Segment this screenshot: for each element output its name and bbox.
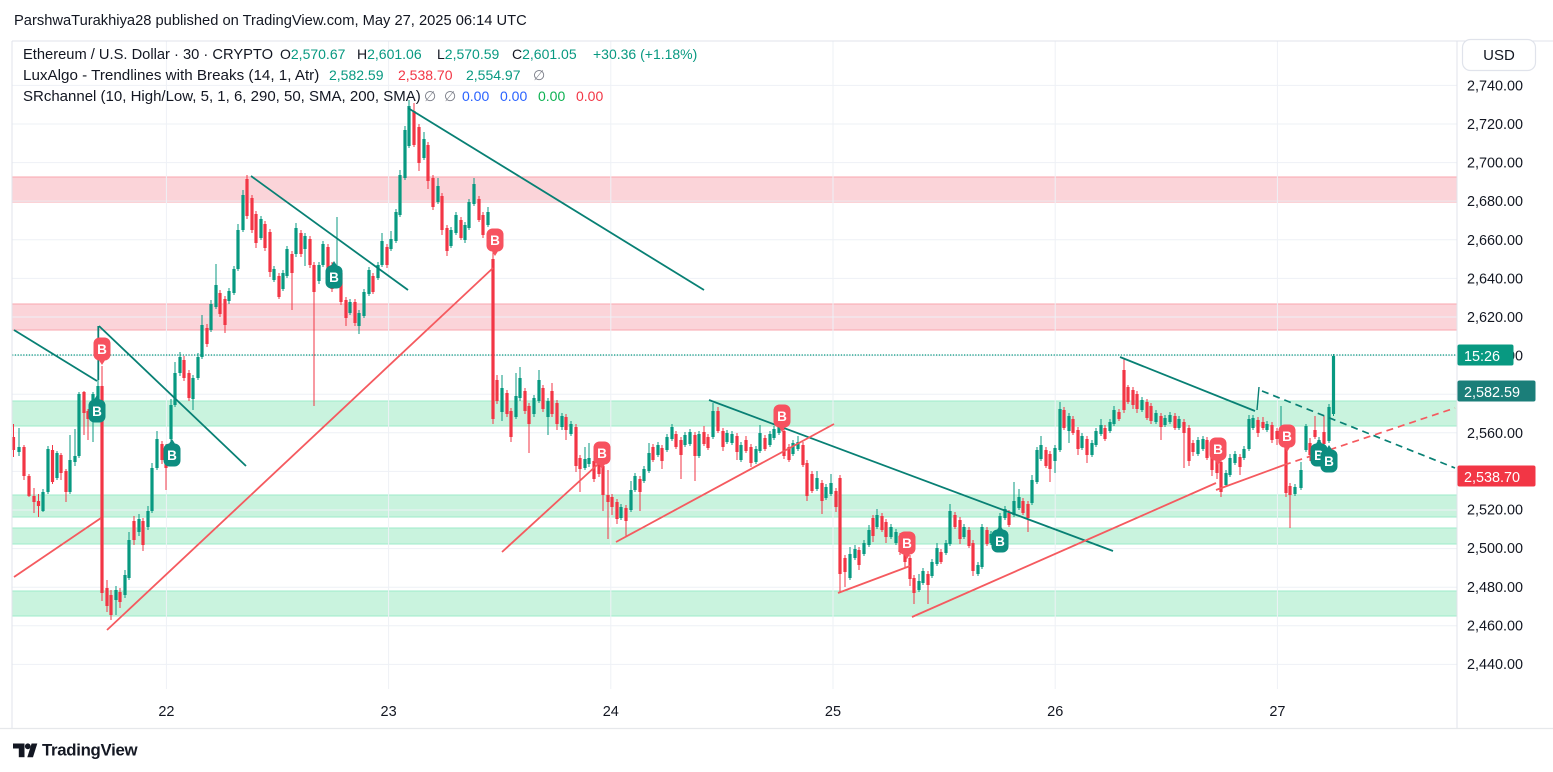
svg-text:2,740.00: 2,740.00 — [1467, 78, 1523, 94]
svg-text:2,480.00: 2,480.00 — [1467, 580, 1523, 596]
svg-text:B: B — [1314, 448, 1324, 463]
svg-text:26: 26 — [1047, 704, 1063, 720]
svg-text:B: B — [1324, 454, 1334, 469]
svg-text:2,538.70: 2,538.70 — [1464, 470, 1520, 486]
svg-text:B: B — [1213, 442, 1223, 457]
svg-text:25: 25 — [825, 704, 841, 720]
svg-text:2,620.00: 2,620.00 — [1467, 310, 1523, 326]
svg-text:23: 23 — [381, 704, 397, 720]
svg-text:2,440.00: 2,440.00 — [1467, 657, 1523, 673]
svg-text:TradingView: TradingView — [42, 741, 138, 760]
svg-text:B: B — [167, 448, 177, 463]
svg-text:B: B — [329, 270, 339, 285]
svg-text:2,640.00: 2,640.00 — [1467, 271, 1523, 287]
svg-text:USD: USD — [1483, 47, 1515, 64]
svg-text:24: 24 — [603, 704, 619, 720]
svg-text:B: B — [902, 536, 912, 551]
svg-text:B: B — [777, 409, 787, 424]
svg-text:B: B — [597, 446, 607, 461]
svg-text:27: 27 — [1269, 704, 1285, 720]
svg-text:2,500.00: 2,500.00 — [1467, 541, 1523, 557]
svg-text:2,520.00: 2,520.00 — [1467, 503, 1523, 519]
svg-text:B: B — [92, 404, 102, 419]
svg-text:2,720.00: 2,720.00 — [1467, 117, 1523, 133]
svg-text:ParshwaTurakhiya28 published o: ParshwaTurakhiya28 published on TradingV… — [14, 13, 527, 29]
svg-text:LuxAlgo - Trendlines with Brea: LuxAlgo - Trendlines with Breaks (14, 1,… — [23, 67, 545, 84]
svg-text:B: B — [995, 534, 1005, 549]
svg-text:2,582.59: 2,582.59 — [1464, 385, 1520, 401]
svg-text:2,700.00: 2,700.00 — [1467, 156, 1523, 172]
svg-text:B: B — [490, 233, 500, 248]
svg-text:2,560.00: 2,560.00 — [1467, 426, 1523, 442]
svg-text:B: B — [97, 342, 107, 357]
svg-text:B: B — [1282, 429, 1292, 444]
svg-text:2,660.00: 2,660.00 — [1467, 233, 1523, 249]
svg-text:SRchannel (10, High/Low, 5, 1,: SRchannel (10, High/Low, 5, 1, 6, 290, 5… — [23, 88, 603, 105]
svg-text:22: 22 — [158, 704, 174, 720]
svg-text:2,460.00: 2,460.00 — [1467, 618, 1523, 634]
svg-text:15:26: 15:26 — [1464, 349, 1500, 365]
svg-text:Ethereum / U.S. Dollar · 30 ·: Ethereum / U.S. Dollar · 30 · CRYPTO O2,5… — [23, 46, 697, 63]
svg-text:2,680.00: 2,680.00 — [1467, 194, 1523, 210]
